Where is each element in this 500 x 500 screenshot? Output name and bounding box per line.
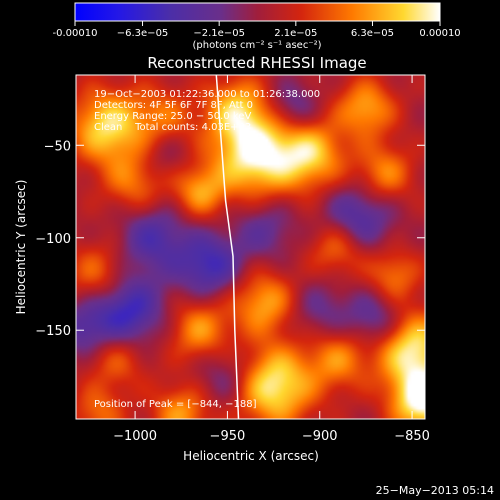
colorbar-tick-label: 6.3e−05	[351, 28, 394, 39]
annotation-time-range: 19−Oct−2003 01:22:36.000 to 01:26:38.000	[94, 89, 320, 100]
colorbar-tick-label: −2.1e−05	[193, 28, 245, 39]
annotation-clean-counts: Clean Total counts: 4.03E+03	[94, 122, 251, 133]
footer-timestamp: 25−May−2013 05:14	[376, 484, 494, 497]
x-tick-label: −850	[394, 429, 430, 444]
plot-area: −1000 −950 −900 −850 −50 −100 −150	[35, 74, 430, 444]
y-tick-label: −50	[44, 139, 71, 154]
x-tick-label: −1000	[113, 429, 157, 444]
colorbar: -0.00010 −6.3e−05 −2.1e−05 2.1e−05 6.3e−05 0.…	[53, 2, 461, 51]
y-axis-label: Heliocentric Y (arcsec)	[14, 180, 28, 315]
x-tick-label: −900	[302, 429, 338, 444]
y-tick-label: −100	[35, 232, 71, 247]
annotation-detectors: Detectors: 4F 5F 6F 7F 8F, Att 0	[94, 100, 253, 111]
colorbar-unit-label: (photons cm⁻² s⁻¹ asec⁻²)	[192, 40, 321, 51]
colorbar-tick-label: 2.1e−05	[274, 28, 317, 39]
plot-frame	[75, 74, 426, 420]
heatmap-image	[76, 75, 425, 419]
colorbar-tick-label: 0.00010	[419, 28, 460, 39]
chart-title: Reconstructed RHESSI Image	[147, 54, 366, 72]
annotation-energy-range: Energy Range: 25.0 − 50.0 keV	[94, 111, 251, 122]
peak-position-label: Position of Peak = [−844, −188]	[94, 399, 257, 410]
x-axis-label: Heliocentric X (arcsec)	[183, 449, 319, 463]
colorbar-tick-label: -0.00010	[53, 28, 98, 39]
colorbar-strip	[74, 2, 441, 22]
colorbar-tick-label: −6.3e−05	[117, 28, 169, 39]
x-tick-label: −950	[210, 429, 246, 444]
annotation-block: 19−Oct−2003 01:22:36.000 to 01:26:38.000…	[94, 89, 320, 133]
y-tick-label: −150	[35, 324, 71, 339]
solar-limb-curve	[215, 75, 240, 419]
